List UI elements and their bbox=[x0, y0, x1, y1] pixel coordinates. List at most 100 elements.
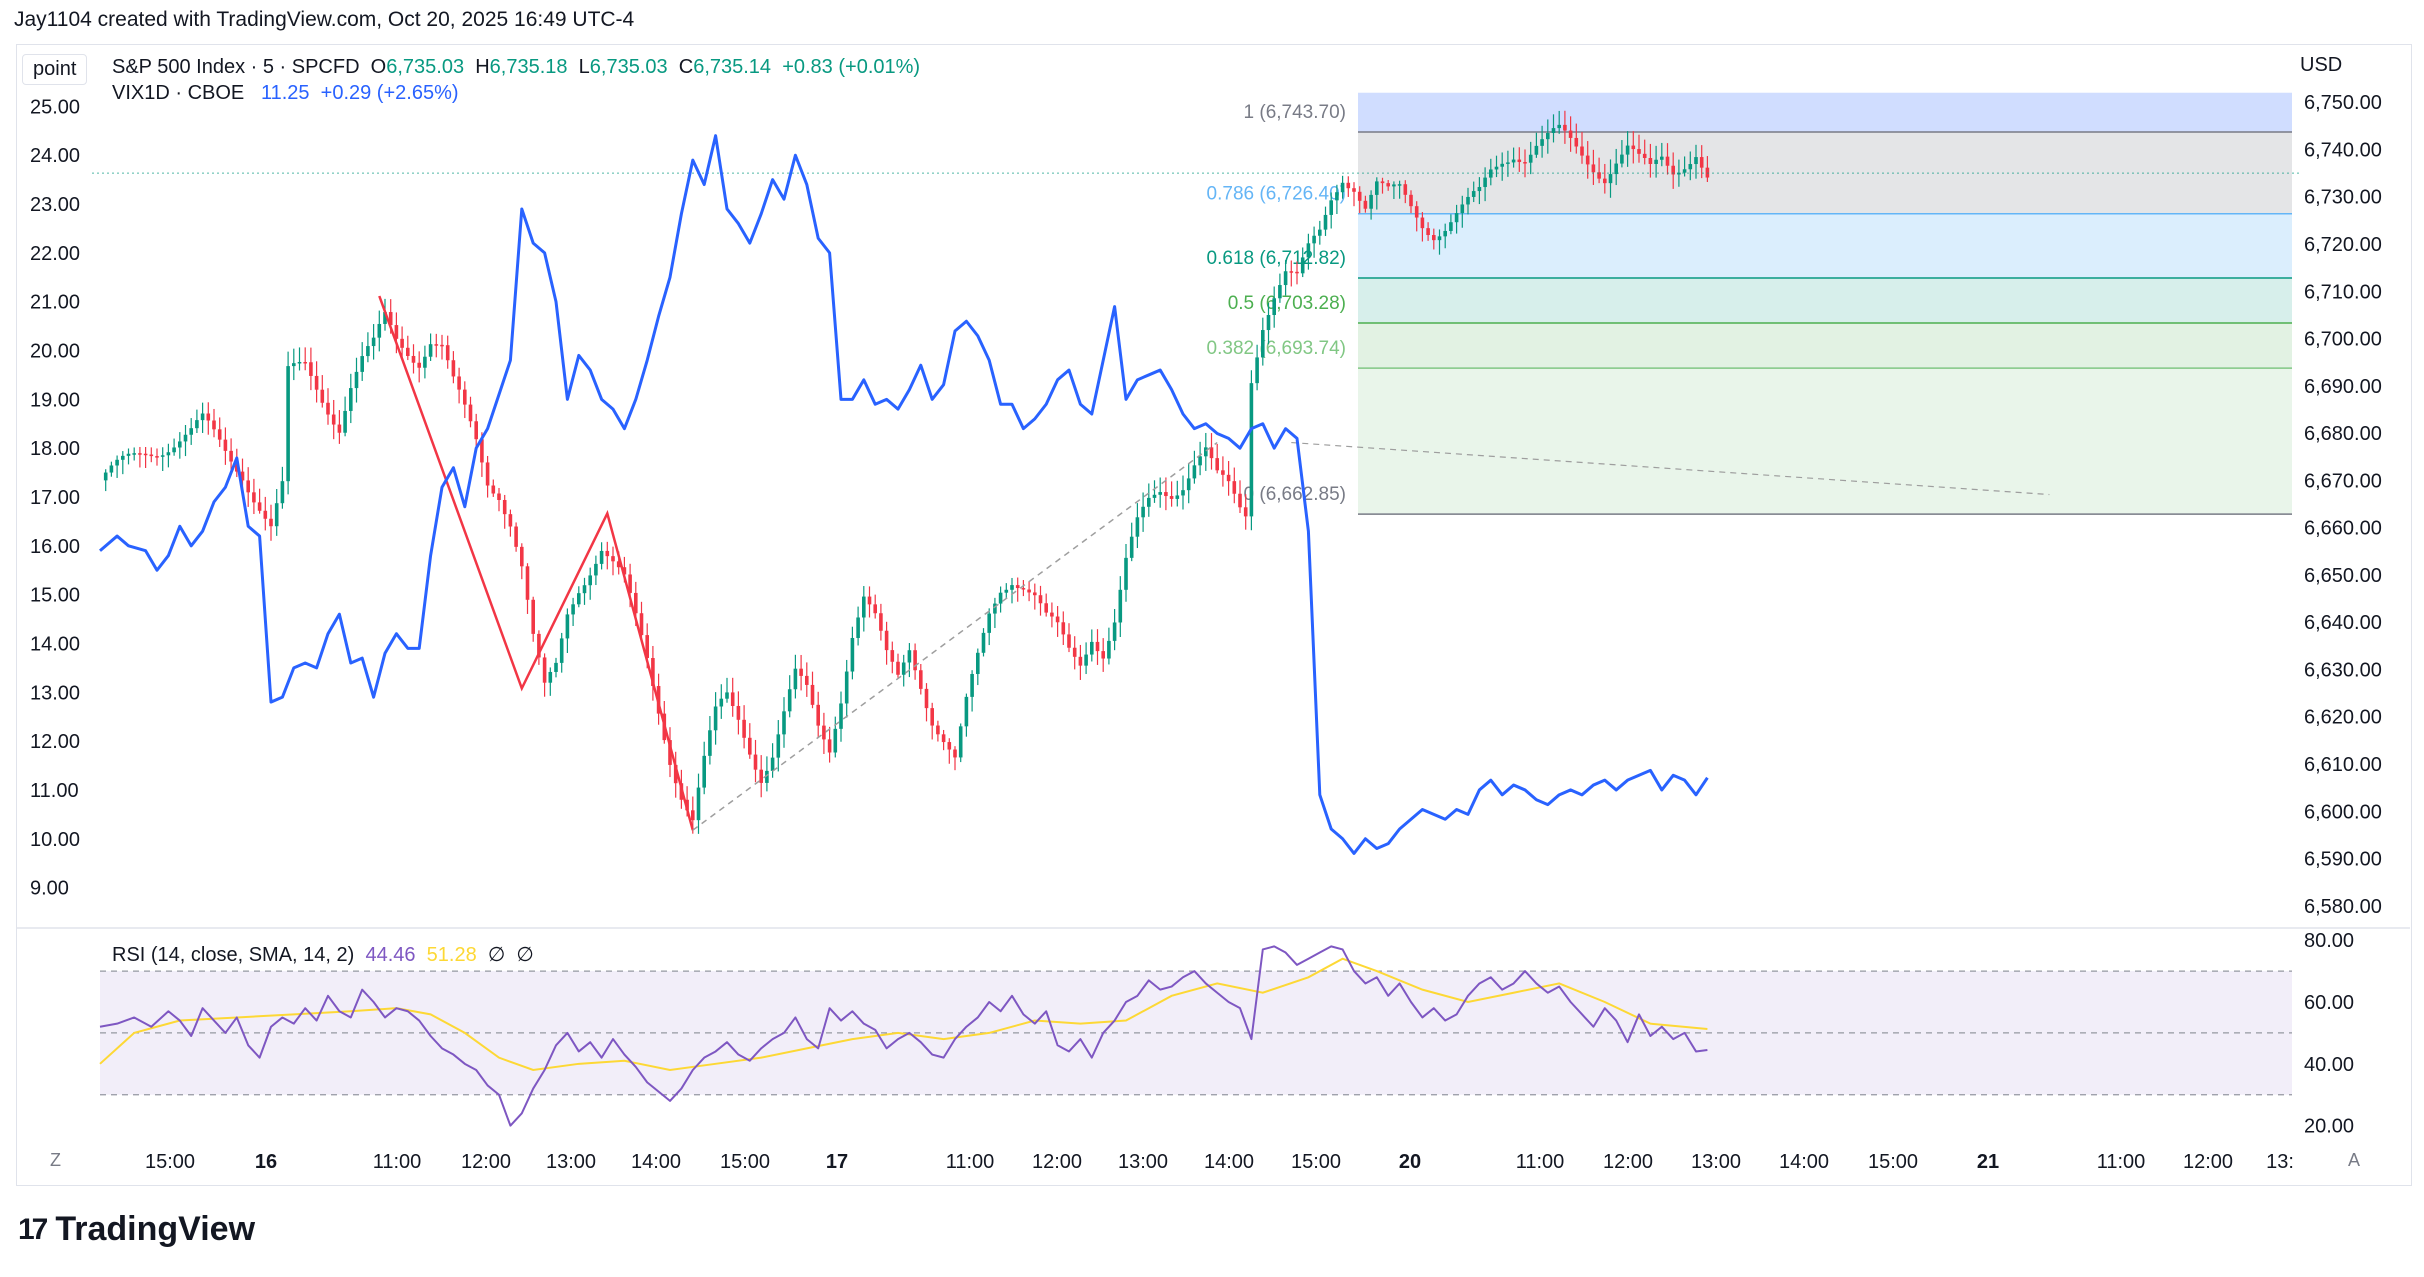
zoom-button[interactable]: Z bbox=[50, 1150, 61, 1170]
candle-body bbox=[827, 739, 832, 753]
right-axis-tick: 6,660.00 bbox=[2304, 518, 2382, 540]
candle-body bbox=[1215, 458, 1219, 471]
candle-body bbox=[810, 684, 815, 705]
candle-body bbox=[1477, 187, 1482, 192]
candle-body bbox=[1563, 124, 1567, 131]
spx-symbol: S&P 500 Index · 5 · SPCFD bbox=[112, 56, 360, 78]
candle-body bbox=[126, 453, 131, 456]
fib-zone bbox=[1358, 368, 2292, 515]
rsi-label: RSI (14, close, SMA, 14, 2) bbox=[112, 944, 355, 966]
candle-body bbox=[149, 454, 154, 457]
candle-body bbox=[320, 389, 325, 403]
candle-body bbox=[383, 312, 387, 324]
candle-body bbox=[217, 429, 222, 440]
candle-body bbox=[1483, 177, 1487, 188]
tradingview-logo[interactable]: 17 TradingView bbox=[18, 1210, 255, 1249]
candle-body bbox=[577, 593, 581, 605]
candle-body bbox=[1608, 174, 1613, 184]
candle-body bbox=[1055, 616, 1060, 623]
right-axis-tick: 6,620.00 bbox=[2304, 707, 2382, 729]
forecast-line bbox=[1291, 441, 2050, 496]
candle-body bbox=[765, 770, 769, 783]
candle-body bbox=[143, 453, 148, 456]
candle-body bbox=[725, 692, 729, 699]
candle-body bbox=[223, 439, 228, 451]
candle-body bbox=[1067, 634, 1071, 648]
left-axis-tick: 12.00 bbox=[30, 731, 80, 753]
candle-body bbox=[292, 363, 296, 367]
time-axis-tick: 14:00 bbox=[1204, 1151, 1254, 1173]
candle-body bbox=[1454, 213, 1459, 223]
candle-body bbox=[924, 688, 929, 709]
rsi-legend: RSI (14, close, SMA, 14, 2) 44.46 51.28 … bbox=[112, 942, 534, 967]
candle-body bbox=[1546, 133, 1550, 140]
rsi-axis-tick: 20.00 bbox=[2304, 1116, 2354, 1138]
time-axis-tick: 14:00 bbox=[631, 1151, 681, 1173]
vix-symbol: VIX1D · CBOE bbox=[112, 82, 245, 104]
candle-body bbox=[1688, 164, 1693, 170]
candle-body bbox=[1072, 647, 1077, 657]
candle-body bbox=[1517, 159, 1522, 163]
candle-body bbox=[428, 344, 433, 357]
candle-body bbox=[1637, 149, 1641, 154]
fib-level-label: 0.618 (6,712.82) bbox=[1207, 248, 1346, 269]
currency-label[interactable]: USD bbox=[2300, 54, 2343, 76]
time-axis-tick: 15:00 bbox=[720, 1151, 770, 1173]
candle-body bbox=[1346, 182, 1351, 189]
candle-body bbox=[936, 725, 940, 735]
candle-body bbox=[634, 592, 638, 614]
trend-line bbox=[692, 441, 1218, 831]
candle-body bbox=[1118, 589, 1123, 623]
candle-body bbox=[1107, 640, 1111, 659]
time-axis-tick: 13:00 bbox=[1691, 1151, 1741, 1173]
candle-body bbox=[1620, 154, 1624, 164]
candle-body bbox=[856, 617, 860, 638]
candle-body bbox=[1397, 184, 1402, 186]
candle-body bbox=[212, 420, 216, 430]
left-axis-tick: 18.00 bbox=[30, 438, 80, 460]
scale-mode-button[interactable]: point bbox=[22, 54, 88, 85]
candle-body bbox=[189, 428, 193, 435]
candle-body bbox=[514, 526, 518, 547]
candle-body bbox=[1460, 204, 1465, 214]
vix-series-line bbox=[99, 134, 1709, 855]
candle-body bbox=[1580, 146, 1584, 156]
candle-body bbox=[1426, 228, 1430, 236]
candle-body bbox=[337, 424, 342, 433]
candle-body bbox=[1033, 592, 1037, 596]
candle-body bbox=[622, 567, 627, 575]
candle-body bbox=[1540, 139, 1544, 146]
candle-body bbox=[998, 592, 1003, 604]
fib-zone bbox=[1358, 92, 2292, 132]
candle-body bbox=[1511, 159, 1516, 163]
candle-body bbox=[1101, 651, 1105, 659]
candle-body bbox=[485, 462, 490, 486]
candle-body bbox=[1198, 456, 1202, 466]
candle-body bbox=[1283, 271, 1288, 286]
candle-body bbox=[417, 362, 421, 368]
candle-body bbox=[1272, 298, 1276, 315]
left-axis-tick: 24.00 bbox=[30, 145, 80, 167]
candle-body bbox=[1494, 166, 1499, 170]
candle-body bbox=[1095, 641, 1100, 652]
candle-body bbox=[668, 740, 672, 765]
candle-body bbox=[1380, 181, 1385, 184]
candle-body bbox=[1335, 192, 1339, 201]
candle-body bbox=[1500, 163, 1504, 167]
candle-body bbox=[1061, 622, 1066, 635]
auto-scale-button[interactable]: A bbox=[2348, 1150, 2361, 1170]
candle-body bbox=[696, 787, 701, 821]
candle-body bbox=[343, 410, 347, 433]
candle-body bbox=[1050, 612, 1054, 617]
candle-body bbox=[1414, 206, 1419, 218]
candle-body bbox=[183, 434, 188, 442]
open-value: 6,735.03 bbox=[386, 56, 465, 78]
candle-body bbox=[702, 755, 706, 788]
candle-body bbox=[1318, 229, 1322, 236]
candle-body bbox=[1306, 243, 1311, 258]
time-axis-tick: 12:00 bbox=[461, 1151, 511, 1173]
candle-body bbox=[1021, 588, 1026, 590]
candle-body bbox=[993, 603, 997, 614]
candle-body bbox=[862, 596, 866, 618]
